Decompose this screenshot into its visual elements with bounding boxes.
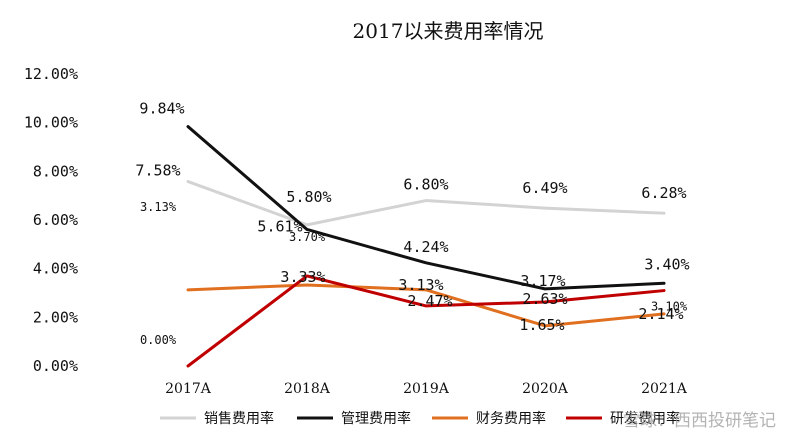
legend: 销售费用率 管理费用率 财务费用率 研发费用率 xyxy=(160,410,680,427)
data-label: 6.80% xyxy=(403,176,448,194)
y-tick-label: 8.00% xyxy=(33,162,78,180)
x-tick-label: 2018A xyxy=(284,381,331,397)
data-label: 6.28% xyxy=(641,184,686,202)
legend-label: 销售费用率 xyxy=(204,410,274,427)
series-line-3 xyxy=(186,283,666,328)
data-label: 7.58% xyxy=(135,162,180,180)
data-label: 4.24% xyxy=(403,238,448,256)
y-axis-ticks: 0.00% 2.00% 4.00% 6.00% 8.00% 10.00% 12.00% xyxy=(24,65,78,375)
legend-label: 财务费用率 xyxy=(476,410,546,427)
data-label: 0.00% xyxy=(140,333,177,347)
series-line-2 xyxy=(186,125,666,291)
y-tick-label: 4.00% xyxy=(33,260,78,278)
data-labels: 7.58% 5.80% 6.80% 6.49% 6.28% 9.84% 5.61% 4.24%… xyxy=(135,100,689,347)
x-tick-label: 2020A xyxy=(522,381,569,397)
series-line-1 xyxy=(186,180,666,227)
x-tick-label: 2017A xyxy=(165,381,212,397)
data-label: 3.10% xyxy=(651,300,688,314)
data-label: 2.47% xyxy=(407,292,452,310)
x-tick-label: 2019A xyxy=(403,381,450,397)
legend-label: 管理费用率 xyxy=(341,410,411,427)
data-label: 2.14% xyxy=(638,305,683,323)
data-label: 5.61% xyxy=(257,217,302,235)
y-tick-label: 6.00% xyxy=(33,211,78,229)
y-tick-label: 0.00% xyxy=(33,357,78,375)
y-tick-label: 12.00% xyxy=(24,65,78,83)
data-label: 3.33% xyxy=(280,268,325,286)
legend-label: 研发费用率 xyxy=(610,410,680,427)
x-axis-ticks: 2017A 2018A 2019A 2020A 2021A xyxy=(165,381,688,397)
data-label: 3.13% xyxy=(140,200,177,214)
data-label: 3.13% xyxy=(398,276,443,294)
data-label: 1.65% xyxy=(519,316,564,334)
watermark: 雪球：西西投研笔记 xyxy=(623,411,776,431)
y-tick-label: 2.00% xyxy=(33,308,78,326)
data-label: 9.84% xyxy=(139,100,184,118)
series-line-4 xyxy=(186,274,666,368)
series-lines xyxy=(186,125,666,368)
x-tick-label: 2021A xyxy=(641,381,688,397)
data-label: 3.70% xyxy=(289,230,326,244)
y-tick-label: 10.00% xyxy=(24,114,78,132)
data-label: 5.80% xyxy=(286,188,331,206)
data-label: 2.63% xyxy=(522,290,567,308)
chart-title: 2017以来费用率情况 xyxy=(353,19,544,43)
data-label: 3.40% xyxy=(644,255,689,273)
data-label: 6.49% xyxy=(522,179,567,197)
data-label: 3.17% xyxy=(520,272,565,290)
